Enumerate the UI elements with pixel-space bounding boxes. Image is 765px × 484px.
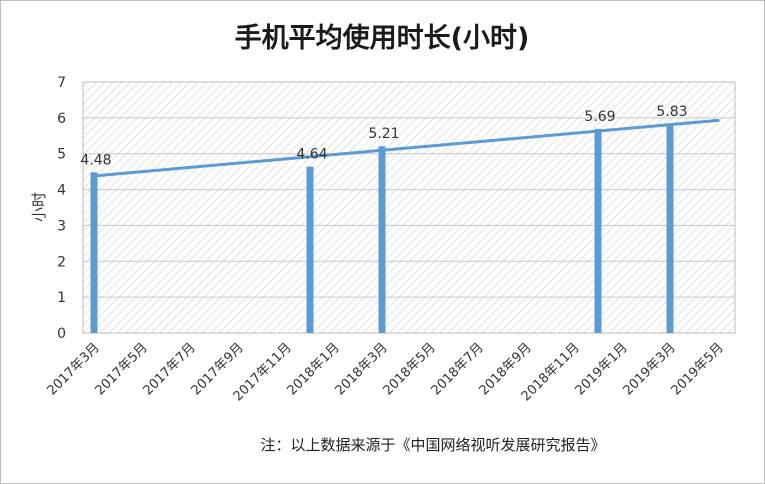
- y-tick-label: 2: [57, 254, 66, 270]
- trendline: [92, 118, 720, 178]
- y-tick-label: 6: [57, 111, 66, 127]
- data-label: 5.83: [656, 104, 687, 120]
- y-axis-label: 小时: [30, 192, 48, 222]
- bar: [90, 172, 98, 333]
- data-label: 5.69: [584, 109, 615, 125]
- source-note: 注：以上数据来源于《中国网络视听发展研究报告》: [260, 436, 605, 454]
- y-tick-label: 3: [57, 218, 66, 234]
- y-tick-label: 5: [57, 147, 66, 163]
- bar: [378, 146, 386, 333]
- bar: [594, 128, 602, 333]
- y-tick-label: 7: [57, 75, 66, 91]
- x-tick-label: 2019年5月: [669, 340, 727, 398]
- y-tick-label: 4: [57, 183, 66, 199]
- plot-border: [82, 81, 736, 334]
- data-label: 4.48: [80, 152, 111, 168]
- bar: [306, 166, 314, 333]
- data-label: 5.21: [368, 126, 399, 142]
- y-tick-label: 0: [57, 326, 66, 342]
- y-tick-label: 1: [57, 290, 66, 306]
- chart-title: 手机平均使用时长(小时): [235, 23, 530, 54]
- data-label: 4.64: [296, 147, 327, 163]
- plot-background: [83, 82, 735, 333]
- bar: [666, 123, 674, 334]
